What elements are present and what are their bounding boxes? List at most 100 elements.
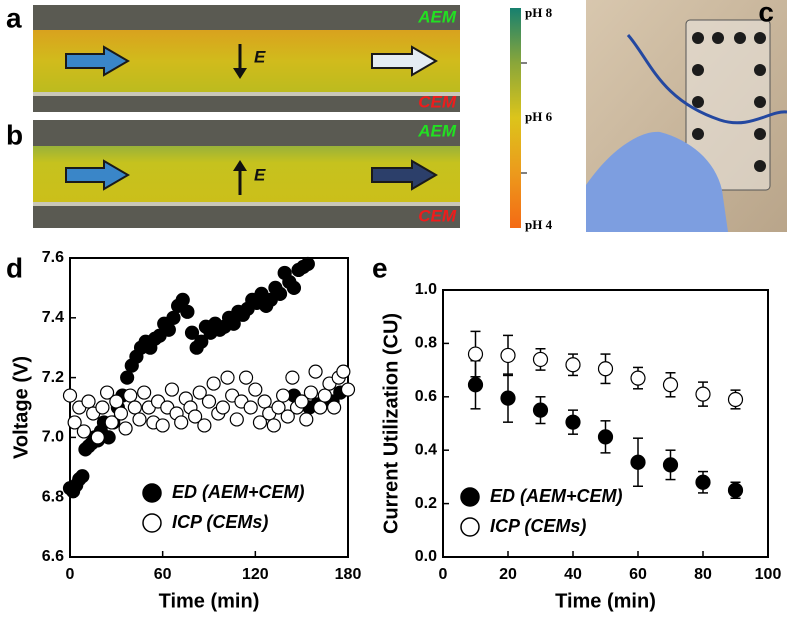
data-point xyxy=(197,418,212,433)
arrow xyxy=(371,159,438,191)
data-point xyxy=(532,402,549,418)
data-point xyxy=(188,409,203,424)
x-tick-label: 20 xyxy=(499,566,517,583)
data-point xyxy=(184,325,200,340)
x-tick-label: 60 xyxy=(629,566,647,583)
legend-marker xyxy=(142,483,162,503)
data-point xyxy=(695,474,711,490)
data-point xyxy=(99,385,115,400)
field-arrow-head xyxy=(233,68,247,79)
data-point xyxy=(90,430,105,445)
data-point xyxy=(243,400,258,415)
data-point xyxy=(285,370,300,385)
y-tick-label: 7.4 xyxy=(42,309,64,326)
data-point xyxy=(118,421,133,436)
data-point xyxy=(695,386,711,402)
aem-label: AEM xyxy=(417,7,457,26)
data-point xyxy=(597,361,614,377)
legend-marker xyxy=(460,517,480,537)
arrow xyxy=(371,45,438,77)
panel-letter: d xyxy=(6,252,23,283)
colorbar: pH 8 pH 6 pH 4 xyxy=(510,5,553,232)
plot-frame xyxy=(69,257,349,558)
y-tick-label: 6.6 xyxy=(42,548,64,565)
data-point xyxy=(174,415,189,430)
data-point xyxy=(164,382,180,397)
legend-label: ED (AEM+CEM) xyxy=(172,482,305,502)
data-point xyxy=(113,406,129,421)
data-point xyxy=(132,412,147,427)
y-tick-label: 6.8 xyxy=(42,488,64,505)
data-point xyxy=(229,412,244,427)
data-point xyxy=(192,385,207,400)
data-point xyxy=(597,429,614,445)
data-point xyxy=(467,346,484,362)
data-point xyxy=(662,457,679,473)
data-point xyxy=(81,394,96,409)
data-point xyxy=(180,304,195,319)
data-point xyxy=(271,400,286,415)
x-tick-label: 60 xyxy=(154,566,172,583)
y-tick-label: 0.6 xyxy=(415,388,437,405)
data-point xyxy=(565,414,581,430)
y-axis-title: Current Utilization (CU) xyxy=(380,313,402,534)
x-tick-label: 0 xyxy=(439,566,448,583)
y-axis-title: Voltage (V) xyxy=(10,356,32,459)
panel-letter: a xyxy=(6,2,22,33)
data-point xyxy=(248,382,263,397)
y-tick-label: 7.2 xyxy=(42,369,64,386)
legend-label: ICP (CEMs) xyxy=(172,512,268,532)
field-label: E xyxy=(254,47,266,66)
data-point xyxy=(215,400,230,415)
glove xyxy=(586,131,728,232)
x-tick-label: 0 xyxy=(66,566,75,583)
data-point xyxy=(95,400,110,415)
data-point xyxy=(206,376,221,391)
x-tick-label: 180 xyxy=(335,566,362,583)
data-point xyxy=(272,286,288,301)
data-point xyxy=(327,400,342,415)
wire xyxy=(626,34,787,125)
data-point xyxy=(137,385,152,400)
panel-letter: e xyxy=(372,252,388,283)
data-point xyxy=(76,424,92,439)
data-point xyxy=(300,256,315,272)
x-tick-label: 120 xyxy=(242,566,269,583)
charts: d 0 60 120 180 6.6 6.8 7.0 7.2 7.4 7.6 Time (min) Vo… xyxy=(6,249,781,612)
data-point xyxy=(201,394,217,409)
colorbar-label: pH 8 xyxy=(525,5,553,20)
data-point xyxy=(238,370,254,385)
data-point xyxy=(280,409,295,424)
data-point xyxy=(336,364,351,379)
data-point xyxy=(155,418,170,433)
y-tick-label: 7.0 xyxy=(42,429,64,446)
data-point xyxy=(565,357,581,373)
colorbar-label: pH 4 xyxy=(525,217,553,232)
data-point xyxy=(266,418,281,433)
data-point xyxy=(175,292,190,307)
data-point xyxy=(127,400,142,415)
data-point xyxy=(276,388,291,403)
data-point xyxy=(500,390,516,406)
y-tick-label: 7.6 xyxy=(42,249,64,266)
data-point xyxy=(226,316,241,331)
data-point xyxy=(194,334,209,349)
data-point xyxy=(630,454,646,470)
plot-frame xyxy=(442,289,769,558)
data-point xyxy=(662,377,679,393)
y-tick-label: 0.0 xyxy=(415,548,437,565)
device-ports xyxy=(692,32,766,172)
data-point xyxy=(317,388,332,403)
membrane xyxy=(33,92,460,96)
data-point xyxy=(67,415,82,430)
legend-marker xyxy=(460,487,480,507)
y-tick-label: 0.2 xyxy=(415,495,437,512)
data-point xyxy=(161,322,176,337)
panel-c: c xyxy=(586,0,787,232)
arrow xyxy=(65,159,130,191)
data-point xyxy=(340,382,356,397)
data-point xyxy=(104,415,119,430)
panel-letter: c xyxy=(758,0,774,27)
data-point xyxy=(257,394,272,409)
